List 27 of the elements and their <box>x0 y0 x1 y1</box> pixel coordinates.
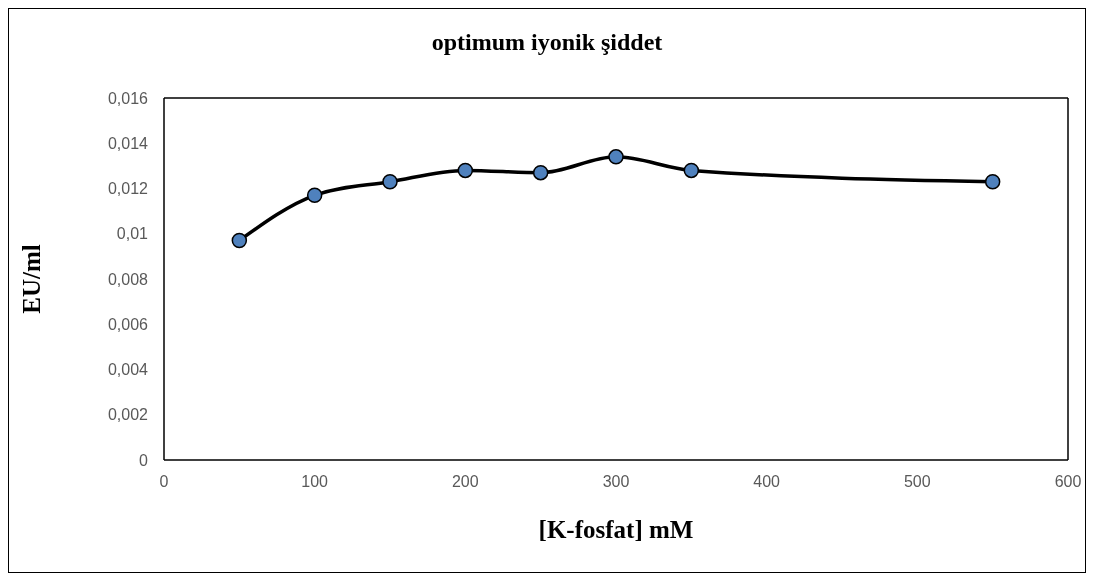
y-tick-label: 0,006 <box>107 315 149 333</box>
point <box>231 232 248 249</box>
point <box>608 149 624 165</box>
point <box>984 173 1001 190</box>
y-tick-label: 0,002 <box>107 406 149 424</box>
y-tick-label: 0,008 <box>107 270 149 288</box>
x-tick-label: 600 <box>1054 473 1082 491</box>
chart-title: optimum iyonik şiddet <box>430 29 664 56</box>
x-tick-label: 200 <box>451 473 479 491</box>
point <box>683 162 700 179</box>
point <box>532 164 549 181</box>
y-tick-label: 0 <box>139 451 149 469</box>
x-axis-title: [K-fosfat] mM <box>538 516 694 543</box>
point <box>457 162 474 179</box>
x-tick-label: 500 <box>903 473 931 491</box>
y-tick-label: 0,016 <box>107 89 149 107</box>
x-tick-label: 300 <box>602 473 630 491</box>
y-tick-label: 0,01 <box>116 225 149 243</box>
x-tick-label: 400 <box>753 473 781 491</box>
x-tick-label: 0 <box>159 473 169 491</box>
point <box>382 173 398 190</box>
y-tick-label: 0,014 <box>107 134 149 152</box>
y-tick-label: 0,012 <box>107 180 149 198</box>
x-tick-label: 100 <box>301 473 329 491</box>
y-tick-label: 0,004 <box>107 361 149 379</box>
y-axis-title: EU/ml <box>17 244 45 314</box>
point <box>306 187 323 204</box>
